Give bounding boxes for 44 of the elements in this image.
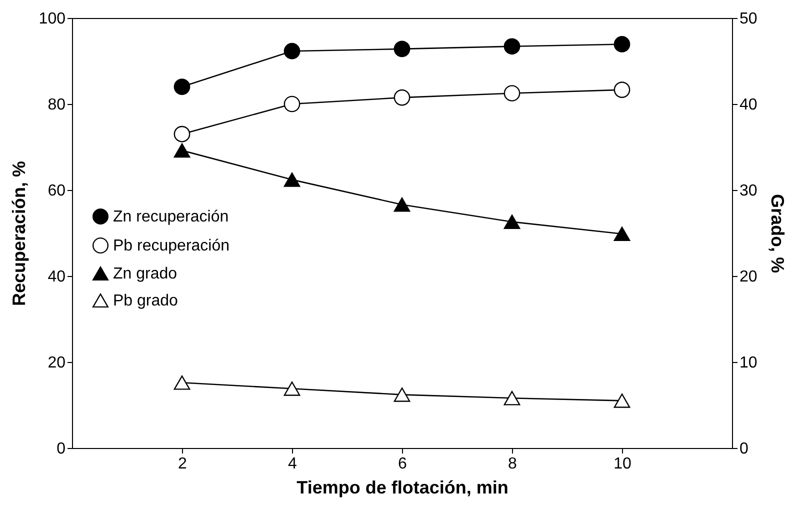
y-axis-title: Recuperación, % bbox=[8, 160, 29, 306]
y-tick-label: 60 bbox=[48, 182, 66, 200]
point bbox=[394, 388, 410, 402]
x-axis-title: Tiempo de flotación, min bbox=[296, 478, 508, 498]
y2-tick-label: 50 bbox=[740, 10, 758, 28]
y-tick-label: 0 bbox=[56, 440, 66, 458]
y-tick-label: 100 bbox=[38, 10, 66, 28]
x-tick-label: 2 bbox=[178, 456, 188, 472]
point bbox=[284, 42, 300, 60]
point bbox=[284, 172, 300, 187]
point bbox=[174, 143, 190, 158]
point bbox=[284, 96, 300, 112]
point bbox=[504, 390, 520, 406]
point bbox=[504, 85, 520, 102]
y2-tick-label: 0 bbox=[740, 440, 748, 458]
y-tick-label: 80 bbox=[48, 96, 66, 114]
x-tick-label: 10 bbox=[614, 456, 632, 472]
legend-label: Pb grado bbox=[113, 292, 178, 310]
x-tick-label: 4 bbox=[288, 456, 298, 472]
point bbox=[174, 126, 190, 142]
y-tick-label: 20 bbox=[48, 354, 66, 372]
point bbox=[614, 82, 630, 98]
y2-tick-label: 10 bbox=[740, 354, 758, 372]
point bbox=[394, 40, 410, 58]
point bbox=[394, 197, 410, 212]
legend-label: Zn recuperación bbox=[113, 208, 229, 226]
y2-axis-title: Grado, % bbox=[767, 194, 788, 274]
x-tick-label: 6 bbox=[398, 456, 408, 472]
point bbox=[394, 89, 410, 106]
legend-label: Pb recuperación bbox=[113, 238, 230, 254]
x-tick-label: 8 bbox=[508, 456, 518, 472]
y-tick-label: 40 bbox=[48, 268, 66, 286]
point bbox=[174, 78, 190, 95]
point bbox=[614, 226, 630, 242]
point bbox=[614, 36, 630, 52]
y2-tick-label: 30 bbox=[740, 182, 758, 200]
point bbox=[614, 394, 630, 408]
point bbox=[504, 38, 520, 55]
point bbox=[174, 375, 190, 390]
legend-label: Zn grado bbox=[113, 266, 178, 282]
point bbox=[504, 214, 520, 229]
y2-tick-label: 20 bbox=[740, 268, 758, 286]
y2-tick-label: 40 bbox=[740, 96, 758, 114]
point bbox=[284, 381, 300, 396]
